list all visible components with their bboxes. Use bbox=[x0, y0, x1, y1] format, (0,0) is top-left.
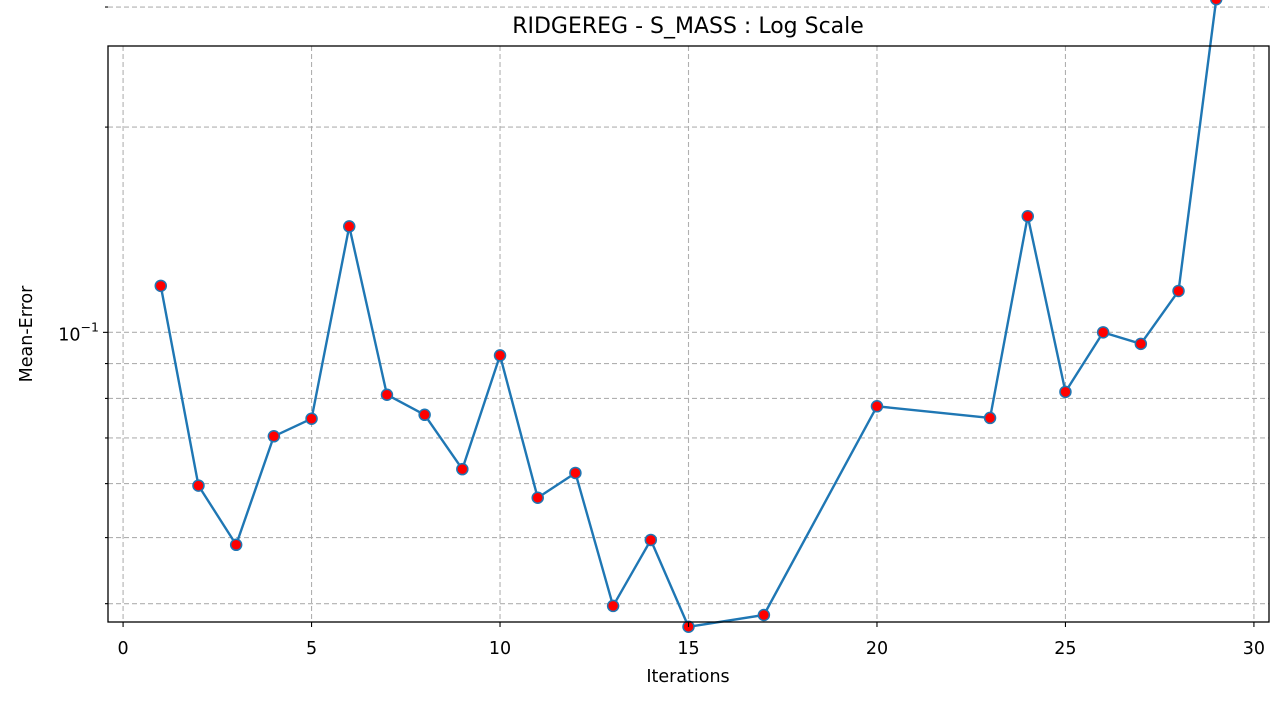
data-point bbox=[1210, 0, 1223, 6]
x-tick-label: 25 bbox=[1054, 639, 1076, 659]
data-point bbox=[192, 479, 205, 492]
data-point bbox=[644, 533, 658, 547]
x-tick-labels: 0 5 10 15 20 25 30 bbox=[118, 639, 1266, 659]
data-point bbox=[757, 608, 771, 622]
data-point bbox=[1134, 337, 1148, 351]
x-tick-label: 10 bbox=[489, 639, 511, 659]
x-tick-label: 5 bbox=[306, 639, 317, 659]
data-point bbox=[267, 430, 281, 443]
y-tick-labels: 10−1 bbox=[58, 319, 99, 345]
series-line bbox=[159, 0, 1218, 628]
x-tick-label: 30 bbox=[1243, 639, 1265, 659]
data-point bbox=[305, 412, 318, 425]
data-point bbox=[154, 279, 168, 293]
x-tick-label: 0 bbox=[118, 639, 129, 659]
data-point bbox=[493, 349, 507, 362]
grid bbox=[108, 6, 1269, 622]
x-tick-label: 20 bbox=[866, 639, 888, 659]
x-axis-label: Iterations bbox=[646, 667, 729, 687]
data-point bbox=[1172, 284, 1185, 298]
data-point bbox=[229, 538, 243, 552]
data-point bbox=[1059, 385, 1072, 399]
data-point bbox=[606, 599, 620, 613]
data-point bbox=[380, 388, 394, 401]
data-point bbox=[456, 462, 469, 476]
series-line-path bbox=[159, 0, 1218, 628]
y-axis-label: Mean-Error bbox=[17, 285, 37, 382]
chart-title: RIDGEREG - S_MASS : Log Scale bbox=[512, 14, 864, 39]
data-point bbox=[1096, 326, 1110, 339]
data-point bbox=[1021, 210, 1035, 223]
x-tick-label: 15 bbox=[677, 639, 699, 659]
data-points bbox=[154, 0, 1223, 634]
axis-ticks bbox=[103, 6, 1255, 627]
data-point bbox=[531, 491, 544, 505]
y-tick-label: 10−1 bbox=[58, 319, 99, 345]
data-point bbox=[342, 220, 356, 233]
data-point bbox=[870, 400, 884, 413]
data-point bbox=[569, 466, 582, 480]
data-point bbox=[418, 408, 431, 422]
data-point bbox=[983, 411, 997, 425]
